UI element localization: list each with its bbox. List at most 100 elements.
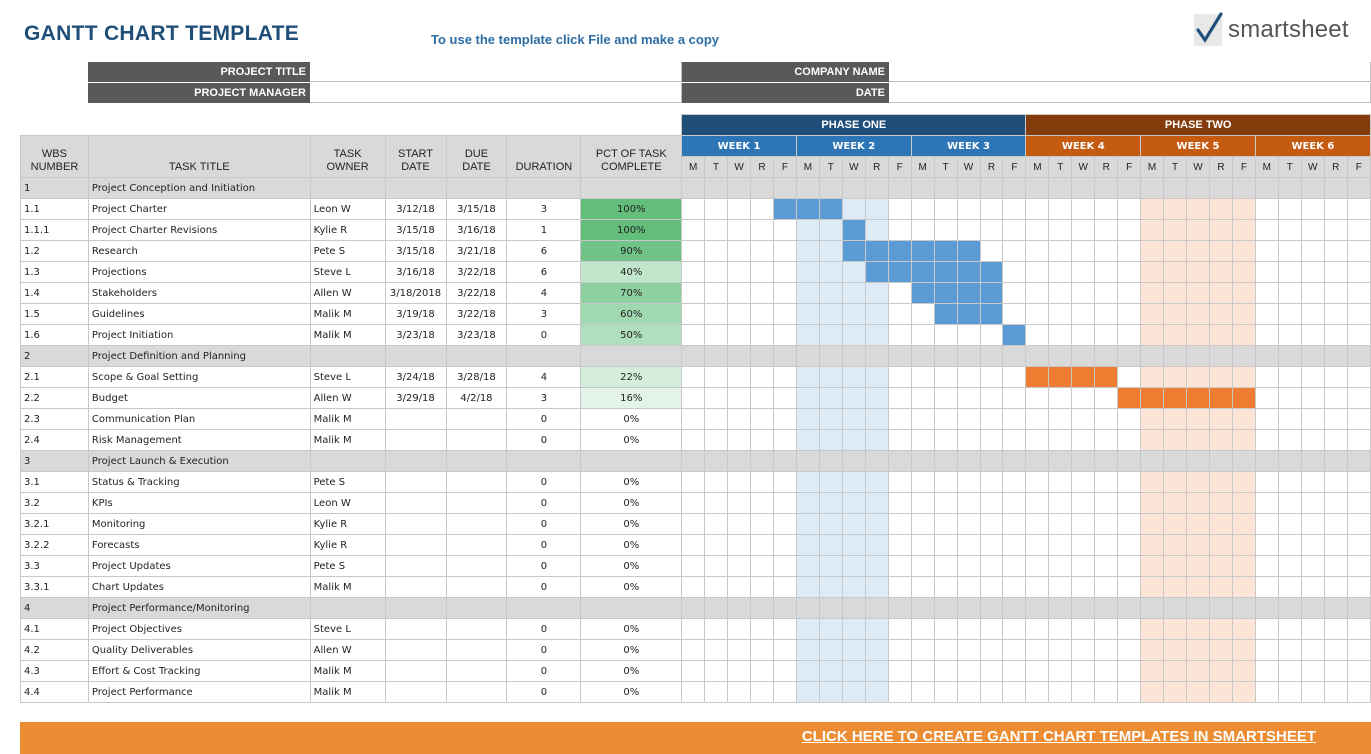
gantt-bar-cell[interactable] [956, 261, 981, 283]
owner-cell[interactable] [309, 345, 386, 367]
gantt-cell[interactable] [933, 366, 958, 388]
gantt-cell[interactable] [727, 303, 752, 325]
task-title-cell[interactable]: Projections [87, 261, 311, 283]
gantt-cell[interactable] [1300, 324, 1325, 346]
gantt-cell[interactable] [1186, 282, 1210, 304]
pct-complete-cell[interactable]: 22% [580, 366, 683, 388]
task-title-cell[interactable]: Project Launch & Execution [87, 450, 311, 472]
gantt-cell[interactable] [1186, 534, 1210, 556]
gantt-cell[interactable] [1048, 681, 1073, 703]
gantt-bar-cell[interactable] [933, 261, 958, 283]
gantt-cell[interactable] [795, 429, 820, 451]
gantt-cell[interactable] [979, 408, 1004, 430]
gantt-cell[interactable] [1231, 198, 1256, 220]
gantt-cell[interactable] [979, 366, 1004, 388]
gantt-cell[interactable] [910, 534, 935, 556]
gantt-cell[interactable] [1048, 345, 1073, 367]
gantt-cell[interactable] [795, 261, 820, 283]
due-cell[interactable] [445, 450, 508, 472]
due-date-cell[interactable] [445, 639, 508, 661]
start-date-cell[interactable]: 3/23/18 [384, 324, 447, 346]
gantt-cell[interactable] [727, 492, 752, 514]
gantt-cell[interactable] [910, 366, 935, 388]
gantt-cell[interactable] [841, 618, 866, 640]
gantt-cell[interactable] [704, 219, 729, 241]
gantt-cell[interactable] [1277, 618, 1302, 640]
owner-cell[interactable]: Malik M [309, 660, 386, 682]
task-row[interactable]: 2.2 Budget Allen W 3/29/18 4/2/18 3 16% [20, 387, 1371, 409]
task-title-cell[interactable]: Guidelines [87, 303, 311, 325]
gantt-cell[interactable] [1323, 471, 1348, 493]
gantt-cell[interactable] [1002, 198, 1027, 220]
gantt-cell[interactable] [933, 492, 958, 514]
gantt-cell[interactable] [1002, 471, 1027, 493]
gantt-cell[interactable] [1117, 219, 1142, 241]
gantt-cell[interactable] [1163, 576, 1188, 598]
gantt-cell[interactable] [795, 534, 820, 556]
wbs-cell[interactable]: 4 [20, 597, 89, 619]
gantt-cell[interactable] [704, 618, 729, 640]
gantt-cell[interactable] [1140, 492, 1165, 514]
gantt-cell[interactable] [750, 408, 774, 430]
gantt-cell[interactable] [1025, 345, 1050, 367]
gantt-cell[interactable] [1208, 240, 1233, 262]
gantt-cell[interactable] [1346, 576, 1371, 598]
gantt-cell[interactable] [772, 408, 797, 430]
gantt-cell[interactable] [1094, 261, 1119, 283]
gantt-cell[interactable] [1346, 345, 1371, 367]
gantt-cell[interactable] [1071, 303, 1096, 325]
gantt-bar-cell[interactable] [1208, 387, 1233, 409]
wbs-cell[interactable]: 3.2 [20, 492, 89, 514]
gantt-cell[interactable] [681, 639, 706, 661]
gantt-cell[interactable] [933, 513, 958, 535]
gantt-cell[interactable] [910, 639, 935, 661]
gantt-cell[interactable] [1163, 639, 1188, 661]
gantt-cell[interactable] [1186, 303, 1210, 325]
gantt-cell[interactable] [1048, 324, 1073, 346]
gantt-cell[interactable] [1094, 534, 1119, 556]
gantt-cell[interactable] [681, 618, 706, 640]
gantt-bar-cell[interactable] [841, 219, 866, 241]
gantt-cell[interactable] [1231, 408, 1256, 430]
gantt-cell[interactable] [887, 282, 912, 304]
group-row[interactable]: 1 Project Conception and Initiation [20, 177, 1371, 199]
gantt-cell[interactable] [681, 534, 706, 556]
pct-complete-cell[interactable]: 0% [580, 429, 683, 451]
gantt-cell[interactable] [887, 219, 912, 241]
gantt-cell[interactable] [933, 324, 958, 346]
gantt-cell[interactable] [681, 681, 706, 703]
gantt-cell[interactable] [681, 555, 706, 577]
start-date-cell[interactable] [384, 534, 447, 556]
gantt-cell[interactable] [887, 198, 912, 220]
gantt-cell[interactable] [979, 597, 1004, 619]
gantt-cell[interactable] [727, 618, 752, 640]
gantt-cell[interactable] [1002, 345, 1027, 367]
gantt-cell[interactable] [1277, 366, 1302, 388]
gantt-cell[interactable] [727, 681, 752, 703]
gantt-cell[interactable] [1025, 261, 1050, 283]
duration-cell[interactable]: 3 [506, 387, 582, 409]
gantt-cell[interactable] [1071, 345, 1096, 367]
gantt-cell[interactable] [1186, 513, 1210, 535]
gantt-cell[interactable] [1208, 639, 1233, 661]
gantt-cell[interactable] [1208, 324, 1233, 346]
gantt-cell[interactable] [1231, 450, 1256, 472]
gantt-cell[interactable] [841, 513, 866, 535]
gantt-cell[interactable] [772, 555, 797, 577]
gantt-cell[interactable] [956, 324, 981, 346]
gantt-cell[interactable] [1163, 324, 1188, 346]
gantt-cell[interactable] [887, 345, 912, 367]
gantt-cell[interactable] [750, 597, 774, 619]
gantt-cell[interactable] [1163, 345, 1188, 367]
gantt-cell[interactable] [818, 471, 843, 493]
due-cell[interactable] [445, 345, 508, 367]
duration-cell[interactable]: 0 [506, 639, 582, 661]
gantt-cell[interactable] [1094, 408, 1119, 430]
gantt-cell[interactable] [1300, 366, 1325, 388]
gantt-cell[interactable] [841, 198, 866, 220]
task-title-cell[interactable]: Project Updates [87, 555, 311, 577]
gantt-cell[interactable] [956, 198, 981, 220]
gantt-cell[interactable] [933, 429, 958, 451]
gantt-cell[interactable] [1208, 513, 1233, 535]
gantt-cell[interactable] [1071, 576, 1096, 598]
